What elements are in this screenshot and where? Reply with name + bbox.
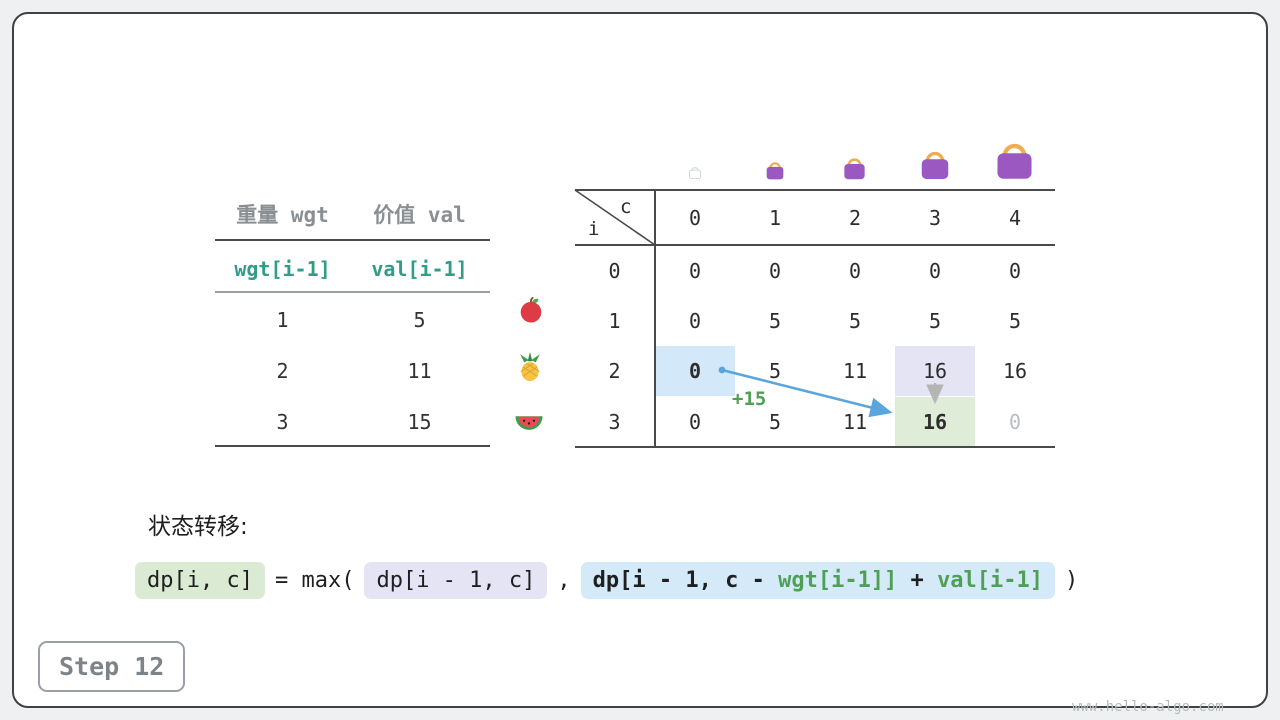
- item-2-weight: 2: [276, 359, 289, 383]
- items-formula-val: val[i-1]: [371, 257, 468, 281]
- formula-comma: ,: [557, 567, 571, 593]
- dp-cell-3-0: 0: [688, 410, 702, 434]
- dp-cell-3-2: 11: [842, 410, 868, 434]
- items-table-line-top: [215, 239, 490, 241]
- dp-line-top: [575, 189, 1055, 191]
- dp-row-header-2: 2: [608, 359, 621, 383]
- dp-row-header-3: 3: [608, 410, 621, 434]
- items-header-weight: 重量 wgt: [236, 203, 329, 227]
- bag-xlarge-icon: [997, 143, 1032, 179]
- bag-small-icon: [766, 162, 784, 180]
- dp-row-header-0: 0: [608, 259, 621, 283]
- dp-cell-1-3: 5: [928, 309, 942, 333]
- item-1-weight: 1: [276, 308, 289, 332]
- bag-large-icon: [921, 151, 949, 180]
- dp-cell-2-3-option-highlight: 16: [895, 346, 975, 396]
- dp-cell-1-4: 5: [1008, 309, 1022, 333]
- formula-option2-dp: dp[i - 1, c -: [592, 567, 779, 593]
- dp-cell-0-1: 0: [768, 259, 782, 283]
- item-3-weight: 3: [276, 410, 289, 434]
- transition-label: 状态转移:: [148, 514, 248, 540]
- dp-cell-2-0-source-highlight: 0: [655, 346, 735, 396]
- empty-bag-icon: [689, 167, 701, 179]
- item-1-value: 5: [413, 308, 426, 332]
- watermelon-icon: [515, 416, 543, 430]
- dp-cell-0-0: 0: [688, 259, 702, 283]
- dp-row-header-1: 1: [608, 309, 621, 333]
- dp-col-header-0: 0: [688, 206, 702, 230]
- dp-line-bottom: [575, 446, 1055, 448]
- dp-cell-3-4-pending: 0: [1008, 410, 1022, 434]
- formula-option1-box: dp[i - 1, c]: [364, 561, 548, 599]
- items-table-line-mid: [215, 291, 490, 293]
- dp-cell-3-1: 5: [768, 410, 782, 434]
- formula-lhs-box: dp[i, c]: [135, 561, 265, 599]
- dp-cell-1-1: 5: [768, 309, 782, 333]
- formula-equals-max: = max(: [274, 567, 355, 593]
- dp-col-header-3: 3: [928, 206, 942, 230]
- dp-corner-row-var: i: [588, 218, 600, 240]
- dp-cell-0-4: 0: [1008, 259, 1022, 283]
- item-3-value: 15: [407, 410, 432, 434]
- dp-cell-1-2: 5: [848, 309, 862, 333]
- dp-cell-2-4: 16: [1002, 359, 1028, 383]
- dp-col-header-4: 4: [1008, 206, 1022, 230]
- formula-close-paren: ): [1065, 567, 1079, 593]
- dp-cell-0-3: 0: [928, 259, 942, 283]
- dp-cell-1-0: 0: [688, 309, 702, 333]
- dp-cell-2-2: 11: [842, 359, 868, 383]
- bag-medium-icon: [844, 158, 865, 180]
- dp-corner-col-var: c: [620, 196, 632, 218]
- step-badge: Step 12: [38, 641, 186, 692]
- items-table-line-bottom: [215, 445, 490, 447]
- transition-formula: dp[i, c] = max( dp[i - 1, c] , dp[i - 1,…: [135, 558, 1078, 602]
- watermark: www.hello-algo.com: [1072, 699, 1224, 715]
- formula-option2-plus: +: [897, 567, 938, 593]
- item-2-value: 11: [407, 359, 432, 383]
- items-header-value: 价值 val: [373, 203, 466, 227]
- apple-icon: [520, 297, 542, 323]
- pineapple-icon: [520, 352, 540, 382]
- dp-col-header-2: 2: [848, 206, 862, 230]
- formula-option2-wgt: wgt[i-1]]: [778, 567, 898, 593]
- dp-col-header-1: 1: [768, 206, 782, 230]
- plus-value-annotation: +15: [732, 388, 767, 410]
- formula-option2-box: dp[i - 1, c - wgt[i-1]] + val[i-1]: [580, 561, 1056, 599]
- dp-cell-3-3-result-highlight: 16: [895, 397, 975, 447]
- dp-line-vertical: [654, 189, 656, 448]
- formula-option2-val: val[i-1]: [937, 567, 1044, 593]
- items-formula-wgt: wgt[i-1]: [234, 257, 331, 281]
- dp-line-header: [575, 244, 1055, 246]
- dp-cell-0-2: 0: [848, 259, 862, 283]
